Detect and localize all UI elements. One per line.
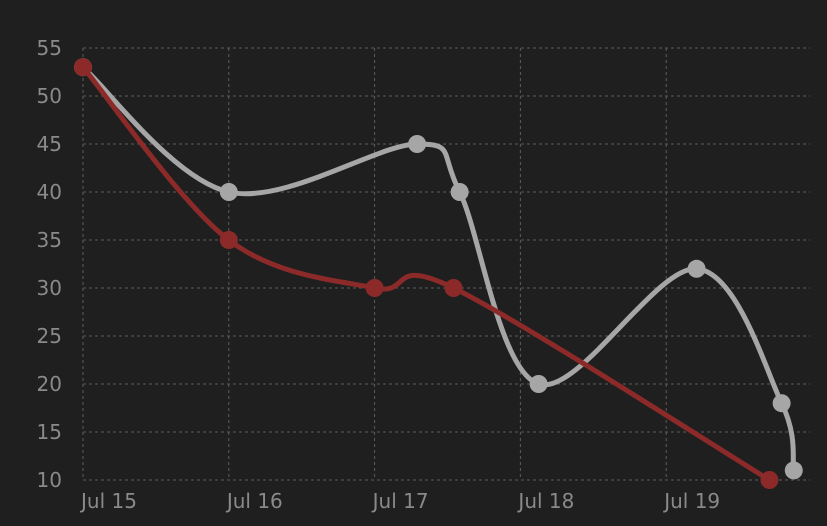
data-point[interactable]: [219, 183, 238, 201]
x-tick-label: Jul 18: [516, 489, 574, 513]
y-tick-label: 55: [37, 36, 62, 60]
series-layer: [74, 58, 803, 489]
y-tick-label: 50: [37, 84, 62, 108]
y-tick-label: 35: [37, 228, 62, 252]
data-point[interactable]: [408, 135, 427, 153]
x-tick-label: Jul 17: [371, 489, 429, 513]
data-point[interactable]: [529, 375, 548, 393]
x-tick-label: Jul 16: [225, 489, 283, 513]
series-line: [80, 64, 772, 483]
grid: [82, 47, 810, 481]
y-tick-label: 10: [37, 468, 62, 492]
data-point[interactable]: [74, 58, 92, 77]
data-point[interactable]: [219, 231, 238, 249]
axes: 10 15 20 25 30 35 40 45 50 55 Jul 15 Jul 16 Jul 17 Ju…: [37, 36, 721, 513]
y-tick-label: 30: [37, 276, 62, 300]
data-point[interactable]: [687, 259, 706, 278]
data-point[interactable]: [365, 279, 384, 297]
series-2: [74, 58, 779, 489]
x-tick-label: Jul 15: [79, 489, 137, 513]
y-tick-label: 45: [37, 132, 62, 156]
y-tick-label: 25: [37, 324, 62, 348]
series-line: [80, 64, 797, 473]
x-tick-label: Jul 19: [662, 489, 720, 513]
series-1: [74, 58, 803, 480]
y-tick-label: 15: [37, 420, 62, 444]
y-tick-label: 20: [37, 372, 62, 396]
data-point[interactable]: [772, 394, 791, 413]
data-point[interactable]: [450, 183, 469, 201]
data-point[interactable]: [444, 279, 463, 297]
data-point[interactable]: [760, 471, 779, 489]
data-point[interactable]: [784, 461, 803, 480]
y-tick-label: 40: [37, 180, 62, 204]
